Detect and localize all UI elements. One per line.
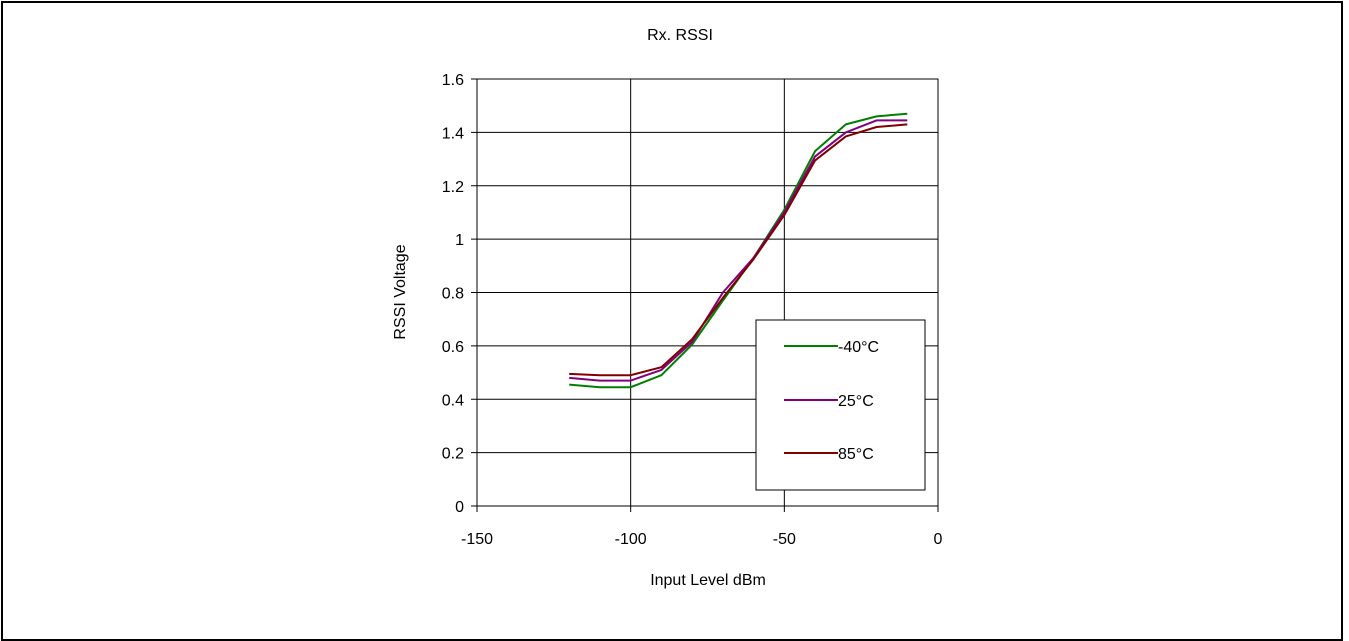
series-line-85c <box>569 123 908 377</box>
y-tick-label: 0.8 <box>442 286 464 303</box>
series-lines <box>569 112 908 389</box>
y-tick-label: 1.4 <box>442 125 464 142</box>
legend-label: 85°C <box>838 446 874 463</box>
y-tick-label: 1.6 <box>442 72 464 89</box>
y-tick-label: 0 <box>455 499 464 516</box>
y-tick-label: 1 <box>455 232 464 249</box>
y-axis-ticks: 0 0.2 0.4 0.6 0.8 1 1.2 1.4 1.6 <box>442 72 477 516</box>
y-tick-label: 0.6 <box>442 339 464 356</box>
legend-box <box>755 319 926 491</box>
legend: -40°C 25°C 85°C <box>755 319 926 491</box>
legend-label: 25°C <box>838 393 874 410</box>
y-tick-label: 0.4 <box>442 392 464 409</box>
x-tick-label: -150 <box>461 531 493 548</box>
x-tick-label: -100 <box>615 531 647 548</box>
y-axis-label: RSSI Voltage <box>392 244 409 339</box>
y-tick-label: 0.2 <box>442 446 464 463</box>
x-axis-label: Input Level dBm <box>650 572 766 589</box>
x-axis-ticks: -150 -100 -50 0 <box>461 506 943 548</box>
chart-title: Rx. RSSI <box>647 27 713 44</box>
y-tick-label: 1.2 <box>442 179 464 196</box>
x-tick-label: 0 <box>934 531 943 548</box>
x-tick-label: -50 <box>773 531 796 548</box>
series-line-25c <box>569 119 908 382</box>
legend-label: -40°C <box>838 339 879 356</box>
